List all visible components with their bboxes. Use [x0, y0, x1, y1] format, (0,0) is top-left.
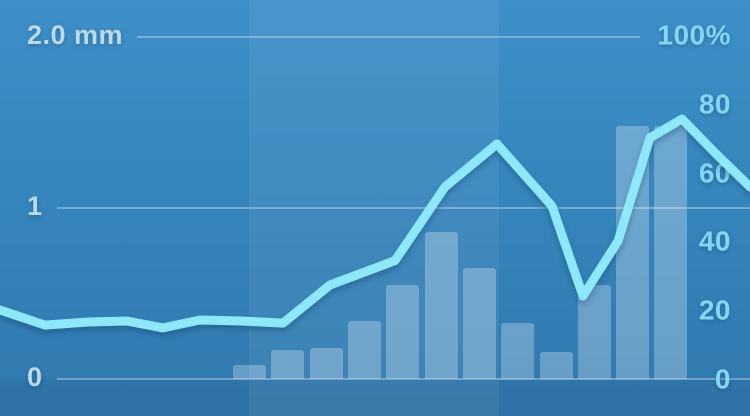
gridline — [57, 378, 750, 380]
precip-bar — [310, 348, 343, 379]
axis-label-right: 60 — [698, 157, 731, 189]
precip-bar — [386, 284, 419, 379]
gridline — [57, 207, 750, 209]
precip-bar — [501, 322, 534, 379]
below-baseline-strip — [0, 380, 750, 416]
axis-label-right: 0 — [714, 363, 731, 395]
axis-label-right: 20 — [698, 294, 731, 326]
axis-label-left: 1 — [27, 190, 43, 221]
precip-bar — [616, 125, 649, 379]
precip-bar — [654, 125, 687, 379]
axis-label-right: 80 — [698, 88, 731, 120]
precip-bar — [425, 231, 458, 379]
precip-bar — [348, 320, 381, 379]
precip-bar — [463, 267, 496, 379]
precip-bar — [540, 351, 573, 379]
axis-label-right: 100% — [657, 19, 731, 51]
precip-bar — [271, 349, 304, 379]
axis-label-left: 0 — [27, 361, 43, 392]
precip-bar — [233, 365, 266, 379]
precip-bar — [578, 284, 611, 379]
axis-label-left: 2.0 mm — [27, 19, 124, 50]
gridline — [137, 36, 640, 38]
axis-label-right: 40 — [698, 225, 731, 257]
